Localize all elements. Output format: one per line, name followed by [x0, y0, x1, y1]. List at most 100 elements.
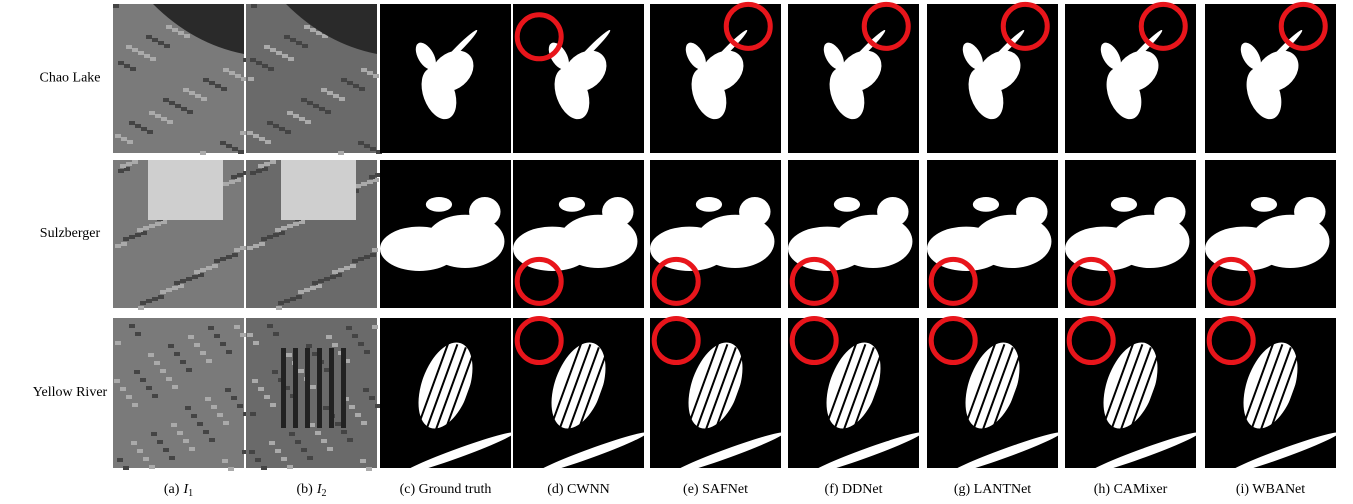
- speckle: [220, 257, 226, 261]
- speckle: [346, 326, 352, 330]
- speckle: [138, 51, 144, 55]
- speckle: [217, 413, 223, 417]
- speckle: [158, 41, 164, 45]
- caption-label: (b): [297, 482, 314, 497]
- speckle: [256, 61, 262, 65]
- speckle: [363, 388, 369, 392]
- speckle: [248, 77, 254, 81]
- speckle: [231, 175, 237, 179]
- speckle: [192, 275, 198, 279]
- speckle: [129, 121, 135, 125]
- speckle: [273, 233, 279, 237]
- speckle: [282, 54, 288, 58]
- image-panel: [380, 4, 511, 153]
- speckle: [287, 465, 293, 469]
- stripe: [293, 348, 298, 428]
- speckle: [338, 268, 344, 272]
- speckle: [252, 379, 258, 383]
- speckle: [249, 450, 255, 454]
- image-panel: [650, 160, 781, 308]
- speckle: [140, 301, 146, 305]
- change-region: [426, 197, 452, 212]
- speckle: [261, 466, 267, 470]
- image-panel: [380, 318, 516, 477]
- speckle: [304, 288, 310, 292]
- speckle: [269, 441, 275, 445]
- caption-subscript: 2: [322, 488, 327, 499]
- caption-subscript: 1: [188, 488, 193, 499]
- speckle: [126, 395, 132, 399]
- speckle: [140, 378, 146, 382]
- speckle: [166, 25, 172, 29]
- column-caption: (h) CAMixer: [1094, 482, 1168, 497]
- speckle: [330, 275, 336, 279]
- sar-image: [246, 318, 377, 468]
- speckle: [123, 237, 129, 241]
- speckle: [120, 387, 126, 391]
- speckle: [253, 341, 259, 345]
- speckle: [205, 397, 211, 401]
- speckle: [166, 377, 172, 381]
- speckle: [259, 137, 265, 141]
- speckle: [184, 34, 190, 38]
- speckle: [270, 160, 276, 164]
- speckle: [223, 182, 229, 186]
- row-label: Sulzberger: [40, 226, 101, 241]
- speckle: [360, 459, 366, 463]
- speckle: [175, 104, 181, 108]
- speckle: [115, 244, 121, 248]
- speckle: [299, 117, 305, 121]
- speckle: [177, 431, 183, 435]
- speckle: [310, 28, 316, 32]
- change-region: [1016, 197, 1047, 227]
- speckle: [253, 134, 259, 138]
- speckle: [234, 248, 240, 252]
- speckle: [296, 41, 302, 45]
- speckle: [326, 335, 332, 339]
- speckle: [240, 131, 246, 135]
- speckle: [186, 277, 192, 281]
- speckle: [295, 440, 301, 444]
- speckle: [152, 38, 158, 42]
- stripe: [281, 348, 286, 428]
- speckle: [312, 281, 318, 285]
- speckle: [194, 270, 200, 274]
- speckle: [261, 237, 267, 241]
- speckle: [238, 150, 244, 154]
- row-label: Yellow River: [33, 385, 108, 400]
- speckle: [364, 350, 370, 354]
- image-panel: [113, 4, 249, 155]
- speckle: [169, 101, 175, 105]
- speckle: [187, 110, 193, 114]
- image-panel: [650, 318, 786, 477]
- image-panel: [1205, 318, 1341, 477]
- speckle: [200, 351, 206, 355]
- speckle: [168, 344, 174, 348]
- speckle: [298, 369, 304, 373]
- speckle: [164, 44, 170, 48]
- figure: Chao LakeSulzbergerYellow River(a)I1(b)I…: [0, 0, 1353, 504]
- speckle: [226, 255, 232, 259]
- speckle: [228, 467, 234, 471]
- speckle: [126, 162, 132, 166]
- speckle: [223, 68, 229, 72]
- speckle: [194, 343, 200, 347]
- speckle: [267, 121, 273, 125]
- speckle: [195, 94, 201, 98]
- speckle: [149, 111, 155, 115]
- speckle: [341, 78, 347, 82]
- speckle: [253, 244, 259, 248]
- speckle: [259, 242, 265, 246]
- speckle: [226, 350, 232, 354]
- speckle: [163, 448, 169, 452]
- column-caption: (b)I2: [297, 482, 327, 499]
- speckle: [338, 151, 344, 155]
- caption-label: (i) WBANet: [1236, 482, 1305, 497]
- speckle: [247, 333, 253, 337]
- speckle: [264, 395, 270, 399]
- column-caption: (i) WBANet: [1236, 482, 1305, 497]
- speckle: [137, 228, 143, 232]
- speckle: [286, 353, 292, 357]
- speckle: [307, 456, 313, 460]
- speckle: [123, 466, 129, 470]
